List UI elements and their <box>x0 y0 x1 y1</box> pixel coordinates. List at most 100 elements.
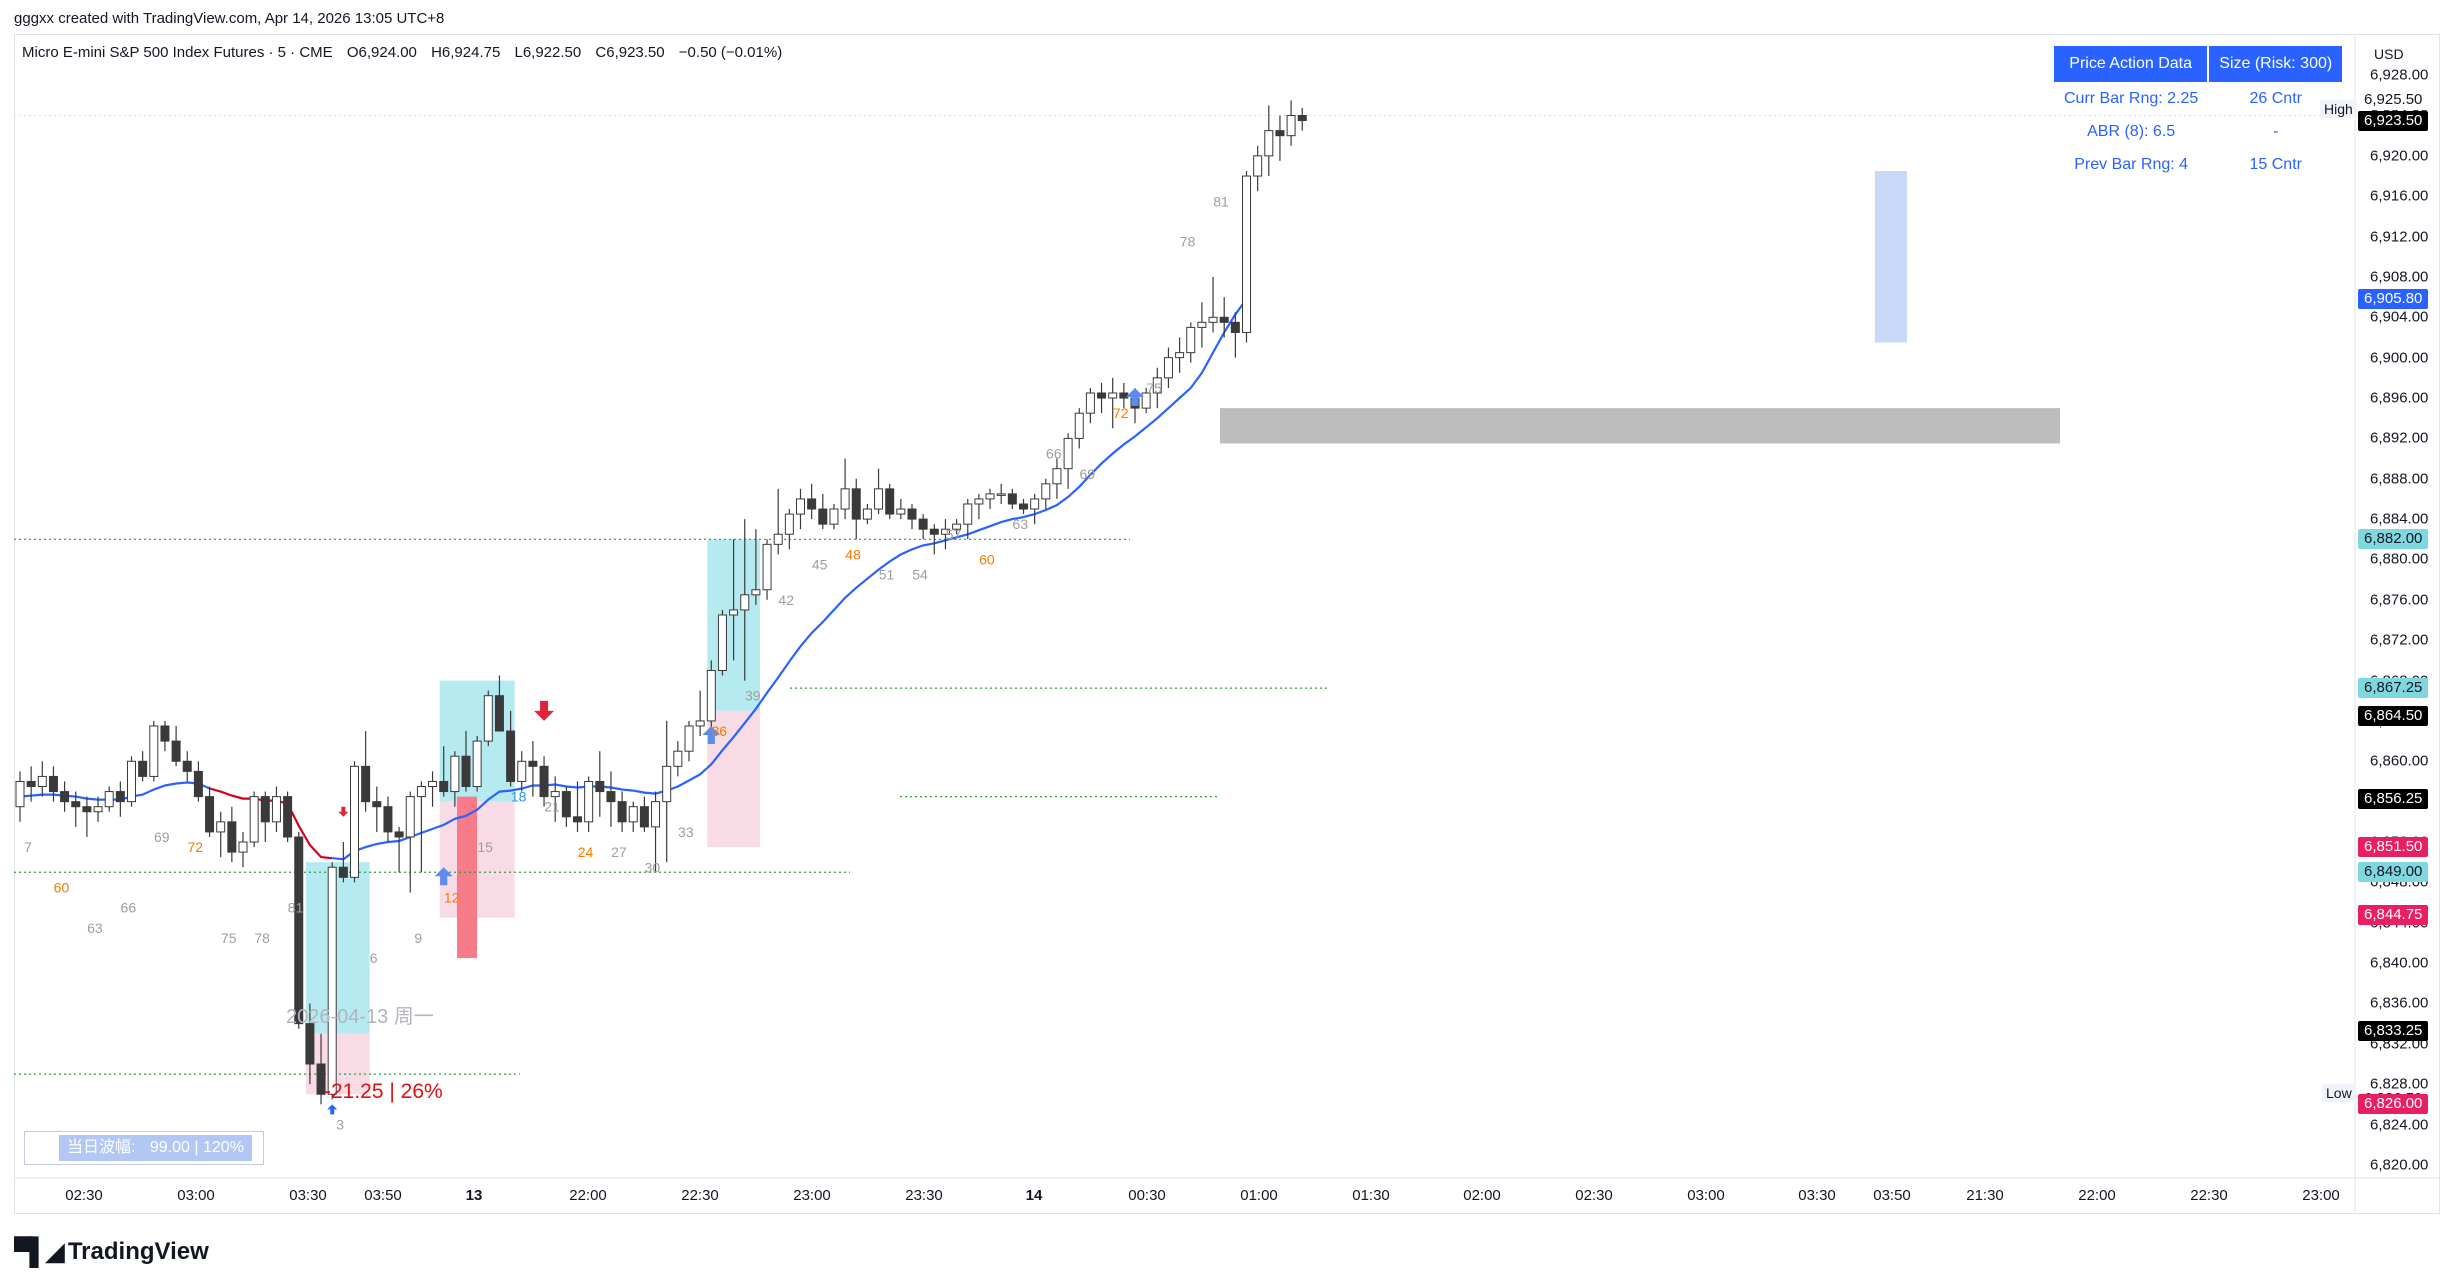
bull-candle <box>550 791 560 798</box>
time-axis-tick: 03:30 <box>1798 1187 1836 1204</box>
bear-candle <box>506 730 516 782</box>
stop-box <box>305 1033 370 1095</box>
bear-candle <box>372 801 382 808</box>
bull-candle <box>327 866 337 1095</box>
bear-candle <box>227 821 237 853</box>
bull-candle <box>874 488 884 510</box>
time-axis-tick: 03:50 <box>1873 1187 1911 1204</box>
time-axis-tick: 03:30 <box>289 1187 327 1204</box>
time-axis-tick: 00:30 <box>1128 1187 1166 1204</box>
breakout-highlight <box>1875 170 1907 343</box>
bear-candle <box>193 770 203 798</box>
bear-candle <box>260 796 270 823</box>
bull-candle <box>940 528 950 535</box>
bar-count-label: 36 <box>712 723 728 739</box>
bear-candle <box>918 518 928 530</box>
pa-cell: Prev Bar Rng: 4 <box>2074 155 2189 173</box>
ohlc-open: O6,924.00 <box>346 44 417 61</box>
bull-candle <box>472 740 482 788</box>
bull-candle <box>628 806 638 823</box>
pa-cell: Curr Bar Rng: 2.25 <box>2064 89 2199 107</box>
bull-candle <box>1253 155 1263 177</box>
bar-count-label: 30 <box>645 859 661 875</box>
bar-count-label: 42 <box>778 592 794 608</box>
bear-candle <box>361 765 371 803</box>
bear-candle <box>82 806 92 813</box>
bull-candle <box>684 725 694 752</box>
bull-candle <box>796 498 805 515</box>
bull-candle <box>717 614 727 671</box>
bull-candle <box>662 765 672 803</box>
bear-candle <box>929 528 939 535</box>
bull-candle <box>104 791 114 808</box>
bar-count-label: 15 <box>477 839 493 855</box>
price-axis-tick: 6,876.00 <box>2370 591 2429 609</box>
bull-candle <box>584 780 594 823</box>
bear-candle <box>818 508 828 525</box>
tradingview-logo[interactable]: ▀▌◢ TradingView <box>14 1236 209 1267</box>
bull-candle <box>1286 114 1296 137</box>
bar-count-label: 3 <box>336 1117 344 1133</box>
bar-count-label: 18 <box>511 789 527 805</box>
bar-count-label: 9 <box>414 930 422 946</box>
time-axis-tick: 22:30 <box>681 1187 719 1204</box>
currency-label[interactable]: USD <box>2374 46 2404 62</box>
bull-candle <box>963 503 973 525</box>
time-axis-tick: 03:00 <box>1687 1187 1725 1204</box>
bar-count-label: 39 <box>745 688 761 704</box>
red-range-block <box>457 796 477 959</box>
bar-count-label: 12 <box>444 890 460 906</box>
bull-candle <box>695 720 705 727</box>
bar-count-label: 72 <box>187 839 203 855</box>
bull-candle <box>15 780 25 808</box>
chart-frame[interactable] <box>14 34 2440 1214</box>
bull-candle <box>706 669 716 722</box>
symbol-info-bar: Micro E-mini S&P 500 Index Futures · 5 ·… <box>22 44 792 61</box>
bear-candle <box>461 755 471 788</box>
bear-candle <box>907 508 917 520</box>
price-tag: 6,833.25 <box>2358 1021 2429 1042</box>
ohlc-low: L6,922.50 <box>514 44 582 61</box>
bull-candle <box>1041 483 1051 500</box>
price-tag: 6,905.80 <box>2358 289 2429 310</box>
bull-candle <box>93 806 103 813</box>
ohlc-high: H6,924.75 <box>431 44 501 61</box>
pa-cell: ABR (8): 6.5 <box>2087 122 2176 140</box>
bull-candle <box>673 750 683 767</box>
bull-candle <box>450 755 460 793</box>
bear-candle <box>71 801 81 808</box>
time-axis-tick: 03:00 <box>177 1187 215 1204</box>
bull-candle <box>1264 130 1274 157</box>
price-tag: 6,882.00 <box>2358 529 2429 550</box>
bull-candle <box>127 760 136 803</box>
bear-candle <box>338 866 348 878</box>
bar-count-label: 63 <box>1013 516 1029 532</box>
bar-count-label: 72 <box>1113 405 1129 421</box>
bear-candle <box>294 836 304 1025</box>
bar-count-label: 69 <box>154 829 170 845</box>
time-axis-tick: 14 <box>1025 1187 1043 1204</box>
bull-candle <box>862 508 872 520</box>
bull-candle <box>271 796 281 823</box>
bull-candle <box>1085 392 1095 414</box>
price-axis-tick: 6,828.00 <box>2370 1075 2429 1093</box>
bull-candle <box>1052 468 1062 485</box>
price-axis-tick: 6,904.00 <box>2370 308 2429 326</box>
time-axis-tick: 22:00 <box>2078 1187 2116 1204</box>
time-axis-tick: 01:00 <box>1240 1187 1278 1204</box>
bull-candle <box>1208 316 1218 323</box>
bear-candle <box>617 801 627 823</box>
pa-header-2: Size (Risk: 300) <box>2208 46 2345 82</box>
bull-candle <box>651 801 661 828</box>
time-axis-tick: 23:00 <box>793 1187 831 1204</box>
ohlc-close: C6,923.50 <box>595 44 665 61</box>
bar-count-label: 78 <box>254 930 270 946</box>
bear-candle <box>807 498 817 510</box>
bear-candle <box>171 740 181 762</box>
time-axis-tick: 02:30 <box>65 1187 103 1204</box>
symbol-name[interactable]: Micro E-mini S&P 500 Index Futures · 5 ·… <box>22 44 333 61</box>
time-axis-tick: 03:50 <box>364 1187 402 1204</box>
short-entry-arrow-icon <box>338 806 349 817</box>
ema-line-segment <box>19 781 211 801</box>
